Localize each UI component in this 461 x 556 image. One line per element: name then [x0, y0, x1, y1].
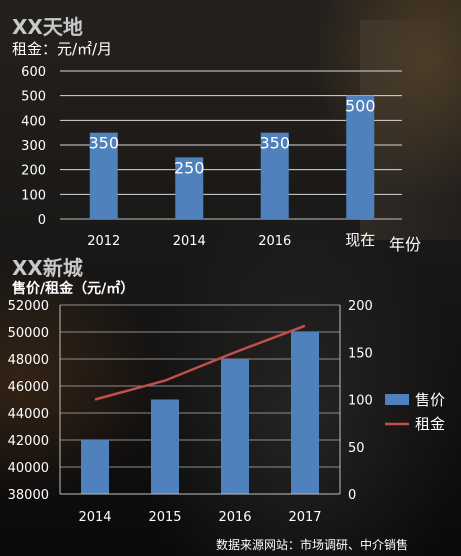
chart-2-bar — [81, 440, 109, 494]
chart-2-y-tick-label: 50000 — [8, 326, 49, 341]
chart-1-data-label: 500 — [345, 97, 376, 116]
chart-2-y2-tick-label: 50 — [348, 441, 365, 456]
chart-1-data-label: 350 — [88, 134, 119, 153]
chart-1-y-tick-label: 200 — [21, 164, 46, 179]
chart-2-x-tick-label: 2017 — [288, 510, 321, 525]
chart-1-x-tick-label: 2016 — [258, 234, 291, 249]
chart-2-ylabel: 售价/租金（元/㎡） — [11, 280, 134, 297]
chart-1-data-label: 350 — [259, 134, 290, 153]
chart-2-y-tick-label: 46000 — [8, 380, 49, 395]
chart-1-xlabel: 年份 — [389, 235, 421, 254]
chart-1-y-tick-label: 500 — [21, 90, 46, 105]
chart-2-rent-line — [94, 324, 306, 401]
source-note: 数据来源网站：市场调研、中介销售 — [216, 537, 408, 552]
chart-2-y2-tick-label: 150 — [348, 346, 373, 361]
chart-1-title: XX天地 — [12, 15, 83, 39]
chart-2-bar — [291, 332, 319, 494]
chart-1-y-tick-label: 300 — [21, 139, 46, 154]
chart-1-data-label: 250 — [174, 158, 205, 177]
chart-2-y-tick-label: 38000 — [8, 488, 49, 503]
chart-2-y-tick-label: 48000 — [8, 353, 49, 368]
chart-2-legend-swatch-price — [385, 394, 409, 405]
chart-1-y-tick-label: 600 — [21, 65, 46, 80]
chart-1: XX天地 租金：元/㎡/月 0 100 200 300 400 500 600 350 250… — [12, 15, 421, 254]
chart-2-legend-label-price: 售价 — [415, 391, 445, 409]
chart-2-x-tick-label: 2014 — [78, 510, 111, 525]
chart-1-bar — [89, 132, 118, 219]
chart-2-y2-tick-label: 100 — [348, 394, 373, 409]
chart-1-x-tick-label: 2014 — [173, 234, 206, 249]
background-building — [360, 20, 461, 240]
chart-2-bar — [151, 399, 179, 494]
chart-2-y-tick-label: 42000 — [8, 434, 49, 449]
chart-1-bar — [260, 132, 289, 219]
chart-1-x-tick-label: 现在 — [345, 231, 375, 249]
chart-1-bar — [346, 95, 375, 219]
chart-2-y2-tick-label: 0 — [348, 488, 356, 503]
chart-2-y2-tick-label: 200 — [348, 299, 373, 314]
chart-2-bar — [221, 359, 249, 494]
chart-2-legend-label-rent: 租金 — [415, 415, 445, 433]
chart-2-x-tick-label: 2015 — [148, 510, 181, 525]
chart-1-y-tick-label: 0 — [38, 213, 46, 228]
chart-2-y-tick-label: 44000 — [8, 407, 49, 422]
chart-1-y-tick-label: 100 — [21, 188, 46, 203]
chart-2-title: XX新城 — [12, 256, 83, 280]
chart-2-y-tick-label: 40000 — [8, 461, 49, 476]
chart-1-x-tick-label: 2012 — [87, 234, 120, 249]
chart-1-y-tick-label: 400 — [21, 114, 46, 129]
chart-2-x-tick-label: 2016 — [218, 510, 251, 525]
chart-2-y-tick-label: 52000 — [8, 299, 49, 314]
chart-2: XX新城 售价/租金（元/㎡） 38000 40000 42000 44000 4600… — [8, 256, 445, 525]
chart-1-bar — [175, 157, 204, 219]
chart-1-ylabel: 租金：元/㎡/月 — [12, 40, 112, 58]
